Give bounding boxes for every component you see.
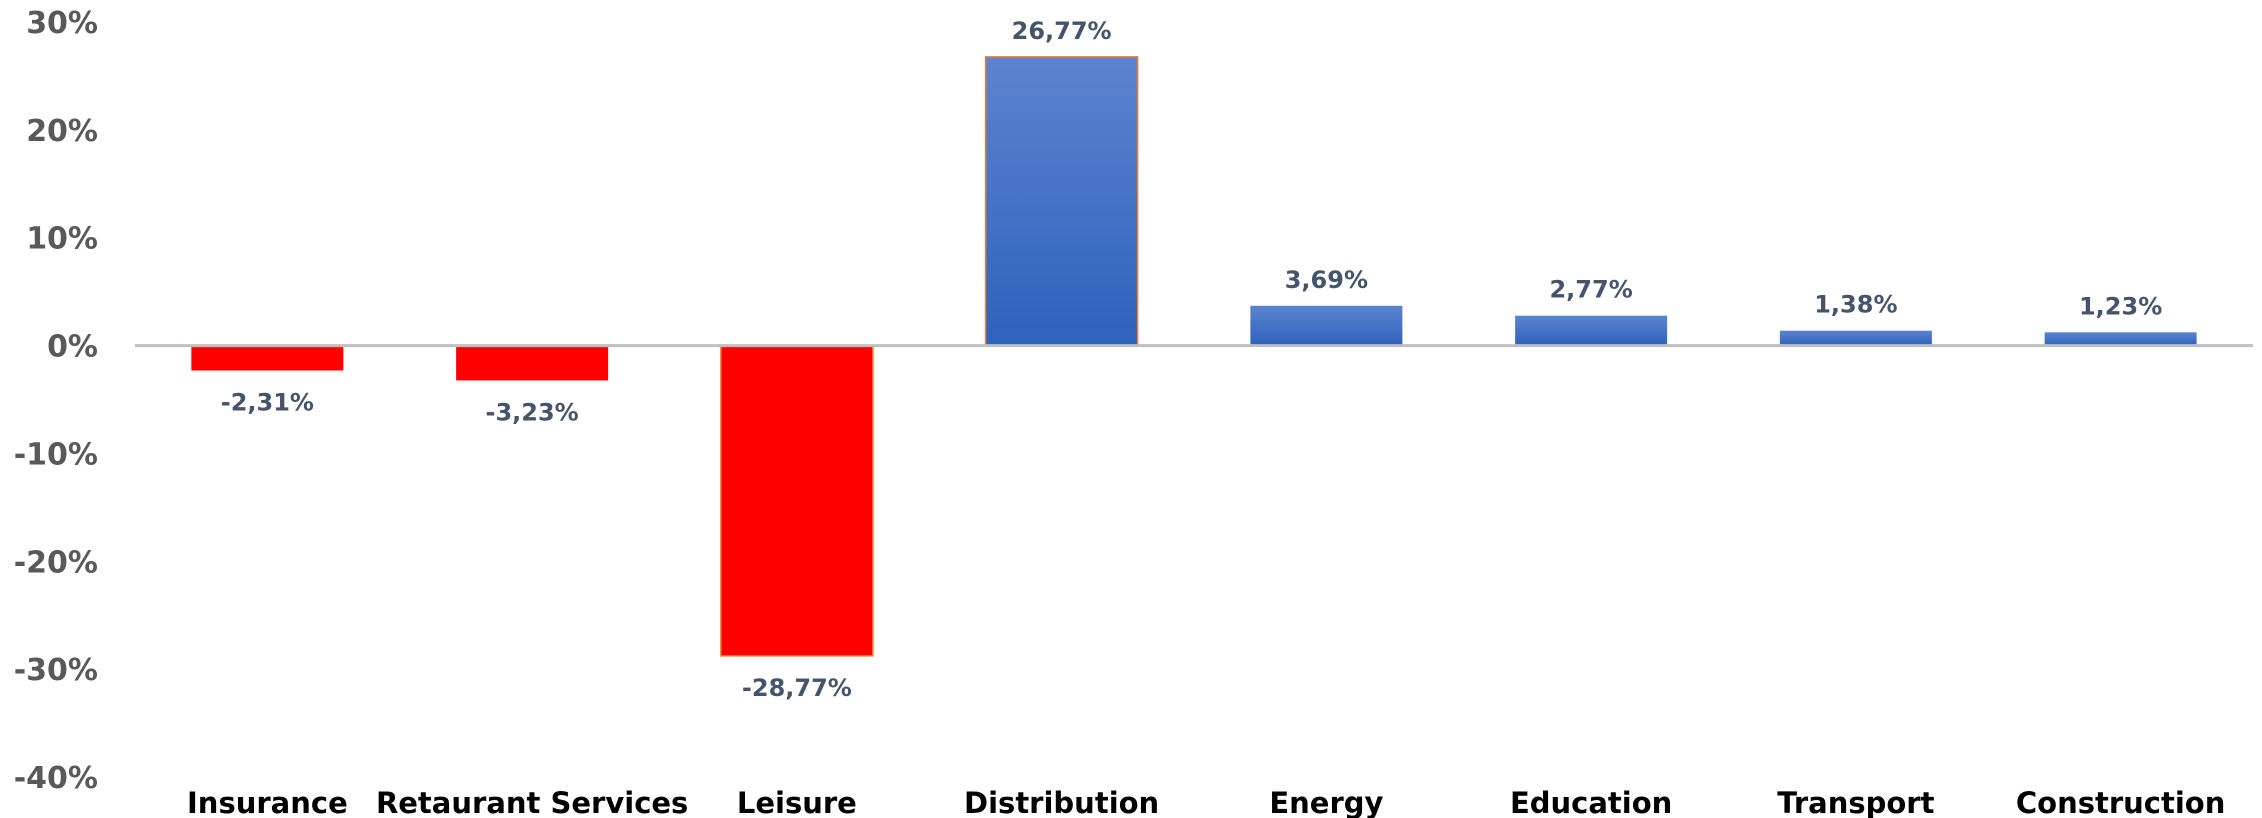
data-label: -2,31%: [221, 388, 314, 416]
y-tick-label: -10%: [14, 437, 98, 472]
bar-leisure: [720, 344, 874, 657]
y-tick-label: -20%: [14, 545, 98, 580]
data-label: -3,23%: [486, 398, 579, 426]
x-tick-label: Distribution: [964, 786, 1159, 818]
x-tick-label: Education: [1510, 786, 1672, 818]
y-tick-label: 0%: [47, 330, 98, 365]
x-tick-label: Transport: [1777, 786, 1934, 818]
data-label: 1,23%: [2079, 292, 2162, 320]
x-tick-label: Construction: [2016, 786, 2226, 818]
y-tick-label: -30%: [14, 653, 98, 688]
y-axis: 30% 20% 10% 0% -10% -20% -30% -40%: [14, 6, 98, 796]
bar-energy: [1250, 305, 1403, 346]
bar-distribution: [984, 56, 1139, 347]
data-label: 2,77%: [1549, 276, 1632, 304]
bar-insurance: [191, 345, 344, 371]
bar-retaurant-services: [456, 345, 609, 381]
bar-transport: [1779, 330, 1932, 346]
bar-construction: [2044, 332, 2197, 346]
y-tick-label: 20%: [26, 114, 98, 149]
bars: [191, 56, 2197, 657]
data-label: -28,77%: [742, 674, 852, 702]
x-tick-label: Leisure: [737, 786, 857, 818]
data-labels: -2,31% -3,23% -28,77% 26,77% 3,69% 2,77% 1,38%…: [221, 17, 2163, 702]
data-label: 3,69%: [1285, 266, 1368, 294]
data-label: 26,77%: [1012, 17, 1112, 45]
x-tick-label: Insurance: [187, 786, 348, 818]
x-tick-label: Retaurant Services: [376, 786, 688, 818]
y-tick-label: -40%: [14, 761, 98, 796]
bar-education: [1515, 315, 1668, 346]
data-label: 1,38%: [1814, 291, 1897, 319]
x-axis: Insurance Retaurant Services Leisure Distri…: [187, 786, 2225, 818]
x-tick-label: Energy: [1269, 786, 1383, 818]
y-tick-label: 30%: [26, 6, 98, 41]
y-tick-label: 10%: [26, 222, 98, 257]
